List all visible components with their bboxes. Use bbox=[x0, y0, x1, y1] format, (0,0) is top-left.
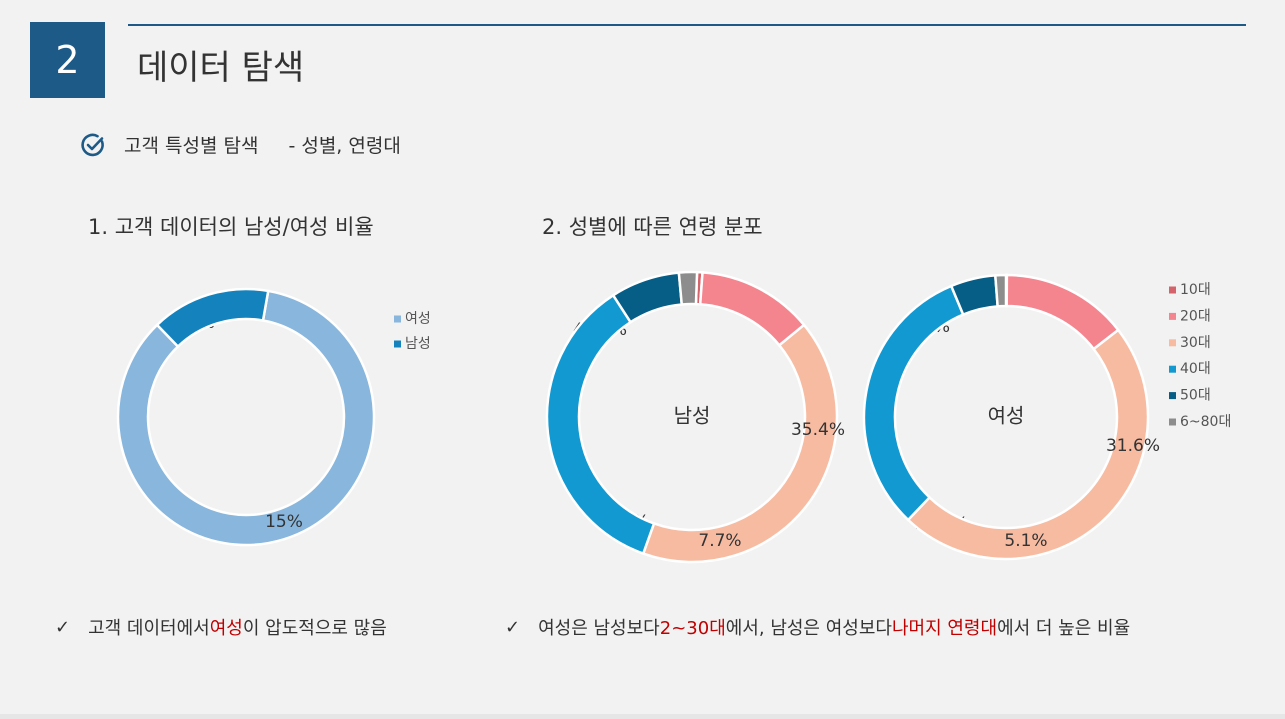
data-label: 15% bbox=[265, 512, 303, 532]
legend-swatch bbox=[1169, 418, 1176, 426]
checkmark-icon: ✓ bbox=[55, 616, 71, 638]
donut-slice bbox=[677, 270, 699, 306]
donut-slice bbox=[641, 323, 839, 564]
age-distribution-title: 2. 성별에 따른 연령 분포 bbox=[542, 215, 763, 239]
conclusion-gender: ✓ 고객 데이터에서 여성 이 압도적으로 많음 bbox=[55, 614, 387, 640]
checkmark-icon: ✓ bbox=[505, 616, 521, 638]
legend-swatch bbox=[1169, 365, 1176, 373]
legend-swatch bbox=[394, 340, 401, 348]
legend-swatch bbox=[394, 315, 401, 323]
conclusion-age: ✓ 여성은 남성보다 2~30대 에서, 남성은 여성보다 나머지 연령대 에서… bbox=[505, 614, 1130, 640]
conclusion-age-highlight-1: 2~30대 bbox=[659, 618, 726, 639]
data-label: 7.7% bbox=[698, 531, 741, 551]
section-number-badge: 2 bbox=[30, 22, 105, 98]
donut-slice bbox=[993, 273, 1008, 308]
conclusion-gender-text-1: 고객 데이터에서 bbox=[88, 618, 210, 639]
conclusion-age-text-1: 여성은 남성보다 bbox=[538, 618, 660, 639]
page-title: 데이터 탐색 bbox=[137, 48, 305, 88]
legend-label: 50대 bbox=[1180, 388, 1211, 404]
bottom-frame bbox=[0, 714, 1285, 719]
conclusion-age-text-2: 에서, 남성은 여성보다 bbox=[725, 618, 892, 639]
legend-swatch bbox=[1169, 392, 1176, 400]
legend-swatch bbox=[1169, 339, 1176, 347]
legend-label: 40대 bbox=[1180, 361, 1211, 377]
conclusion-age-text-3: 에서 더 높은 비율 bbox=[997, 618, 1131, 639]
legend-label: 10대 bbox=[1180, 282, 1211, 298]
donut-slice bbox=[906, 328, 1150, 561]
check-circle-icon bbox=[81, 133, 104, 156]
header-rule bbox=[128, 24, 1246, 26]
conclusion-gender-highlight: 여성 bbox=[209, 618, 243, 639]
data-label: 5.1% bbox=[1004, 531, 1047, 551]
data-label: 35.4% bbox=[791, 420, 845, 440]
donut-slice bbox=[116, 289, 376, 547]
donut-slice bbox=[862, 284, 965, 522]
gender-ratio-title: 1. 고객 데이터의 남성/여성 비율 bbox=[88, 215, 374, 239]
legend-label: 남성 bbox=[405, 336, 431, 352]
donut-slice bbox=[698, 271, 806, 348]
legend-label: 30대 bbox=[1180, 335, 1211, 351]
subheading-label: 고객 특성별 탐색 bbox=[124, 135, 259, 157]
legend-swatch bbox=[1169, 312, 1176, 320]
conclusion-age-highlight-2: 나머지 연령대 bbox=[891, 618, 998, 639]
donut-center-label: 여성 bbox=[988, 404, 1025, 428]
legend-label: 6~80대 bbox=[1180, 414, 1231, 430]
legend-label: 20대 bbox=[1180, 308, 1211, 324]
donut-center-label: 남성 bbox=[674, 404, 711, 428]
data-label: 31.6% bbox=[1106, 436, 1160, 456]
conclusion-gender-text-2: 이 압도적으로 많음 bbox=[242, 618, 387, 639]
donut-slice bbox=[1005, 273, 1120, 351]
legend-label: 여성 bbox=[405, 311, 431, 327]
donut-slice bbox=[155, 287, 270, 349]
subheading-detail: - 성별, 연령대 bbox=[288, 135, 401, 157]
subheading: 고객 특성별 탐색 - 성별, 연령대 bbox=[80, 131, 401, 158]
legend-swatch bbox=[1169, 286, 1176, 294]
